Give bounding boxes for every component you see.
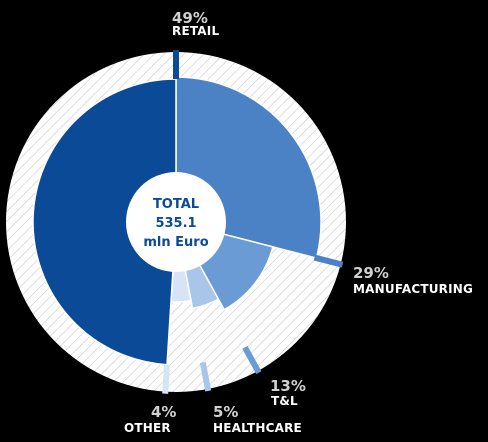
slice-retail <box>32 78 177 366</box>
slice-label-retail-name: RETAIL <box>172 24 220 38</box>
total-label: TOTAL 535.1 mln Euro <box>120 195 232 252</box>
slice-label-tl-name: T&L <box>271 394 298 408</box>
slice-tick-healthcare <box>199 361 212 392</box>
slice-label-other-name: OTHER <box>124 421 171 435</box>
total-value: 535.1 <box>155 216 197 231</box>
slice-label-retail-pct: 49% <box>172 9 208 27</box>
total-unit: mln Euro <box>143 235 209 250</box>
slice-label-other-pct: 4% <box>151 403 177 421</box>
total-title: TOTAL <box>152 197 200 212</box>
slice-tick-t-l <box>242 345 262 375</box>
slice-label-manufacturing-pct: 29% <box>353 264 389 282</box>
center-hole <box>126 172 226 272</box>
slice-label-tl-pct: 13% <box>270 377 306 395</box>
slice-label-manufacturing-name: MANUFACTURING <box>353 282 474 296</box>
ticks-layer <box>162 50 344 394</box>
slice-label-healthcare-name: HEALTHCARE <box>213 421 302 435</box>
slice-tick-manufacturing <box>313 254 344 268</box>
slice-label-healthcare-pct: 5% <box>213 403 239 421</box>
slice-tick-other <box>162 364 171 394</box>
